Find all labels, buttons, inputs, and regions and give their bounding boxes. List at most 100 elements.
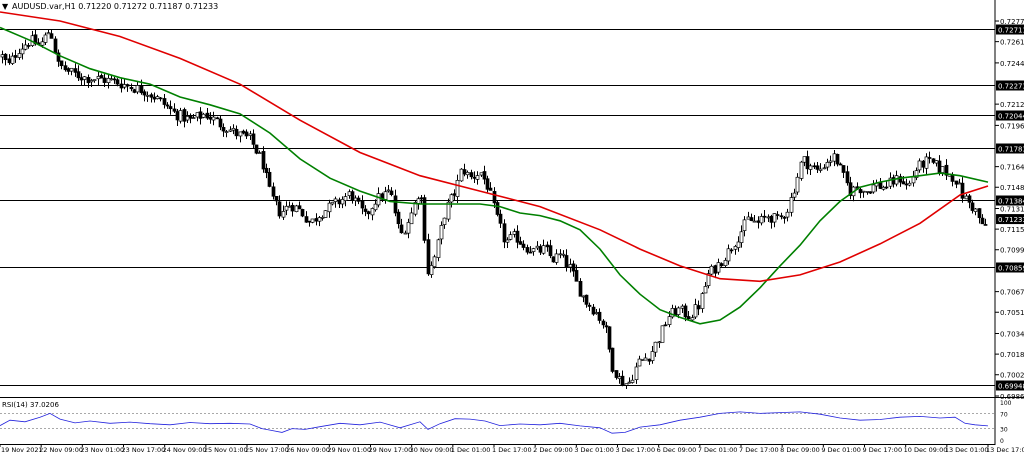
candle-body [709,265,714,275]
candle-body [663,324,668,327]
candle-body [165,104,170,107]
candle-body [574,270,579,282]
candle-body [330,201,335,205]
candle-body [498,213,503,224]
price-axis-label: 0.70025 [1000,372,1024,380]
candle-body [76,71,81,79]
candle-body [914,170,919,178]
candle-body [858,189,863,194]
candle-body [419,197,424,200]
candle-body [719,263,724,267]
candle-body [304,216,309,223]
candle-body [79,77,84,81]
time-axis-label: 23 Nov 01:00 [80,446,124,453]
candle-body [488,187,493,191]
candle-body [657,341,662,344]
price-axis-label: 0.70185 [1000,351,1024,359]
candle-body [122,84,127,88]
candle-body [234,128,239,137]
time-axis-label: 24 Nov 09:00 [163,446,207,453]
price-axis-label: 0.71155 [1000,226,1024,234]
level-price-label: 0.72711 [998,27,1024,35]
candle-body [43,34,48,43]
candle-body [20,48,25,55]
candle-body [264,167,269,174]
candle-body [396,211,401,225]
candle-body [241,130,246,134]
candle-body [568,264,573,268]
candle-body [205,112,210,119]
candle-body [581,295,586,298]
time-axis-label: 7 Dec 01:00 [698,446,738,453]
chart-header-triangle[interactable]: ▼ [2,2,9,11]
candle-body [805,156,810,170]
time-axis-label: 8 Dec 09:00 [780,446,820,453]
candle-body [535,245,540,249]
candle-body [10,55,15,64]
candle-body [960,182,965,199]
candle-body [152,96,157,100]
candle-body [49,33,54,39]
candle-body [729,249,734,252]
candle-body [505,239,510,243]
candle-body [211,116,216,121]
candle-body [554,253,559,263]
time-axis-label: 25 Nov 01:00 [204,446,248,453]
candle-body [323,210,328,218]
candle-body [267,171,272,187]
time-axis-label: 9 Dec 01:00 [821,446,861,453]
candle-body [970,202,975,211]
candle-body [356,197,361,202]
candle-body [594,312,599,314]
time-axis-label: 13 Dec 17:00 [986,446,1024,453]
candle-body [238,131,243,137]
candle-body [937,160,942,173]
candle-body [82,76,87,80]
candle-body [7,58,12,64]
candle-body [686,316,691,320]
candle-body [733,246,738,250]
candle-body [429,265,434,275]
candle-body [898,176,903,183]
candle-body [601,320,606,326]
candle-body [940,166,945,173]
rsi-axis-label: 30 [1000,427,1008,434]
candle-body [102,77,107,83]
candle-body [485,178,490,190]
candle-body [571,263,576,272]
candle-body [690,317,695,321]
candle-body [386,189,391,192]
candle-body [541,245,546,254]
rsi-line [0,411,989,434]
candle-body [284,205,289,211]
candle-body [132,89,137,93]
candle-body [716,262,721,273]
candle-body [422,197,427,241]
candle-body [667,316,672,325]
time-axis-label: 6 Dec 09:00 [657,446,697,453]
time-axis-label: 29 Nov 17:00 [369,446,413,453]
candle-body [343,196,348,201]
time-axis-label: 10 Dec 09:00 [904,446,948,453]
level-price-tag [996,110,1024,121]
candle-body [620,375,625,386]
candle-body [884,186,889,189]
candle-body [383,191,388,200]
candle-body [762,215,767,218]
candle-body [545,244,550,248]
candle-body [449,194,454,203]
candle-body [901,181,906,185]
candle-body [630,379,635,383]
time-axis-label: 19 Nov 2021 [1,446,43,453]
candle-body [135,85,140,93]
candle-body [462,169,467,175]
candle-body [779,215,784,218]
level-price-label: 0.71783 [998,146,1024,154]
candle-body [257,152,262,154]
level-price-label: 0.72273 [998,83,1024,91]
